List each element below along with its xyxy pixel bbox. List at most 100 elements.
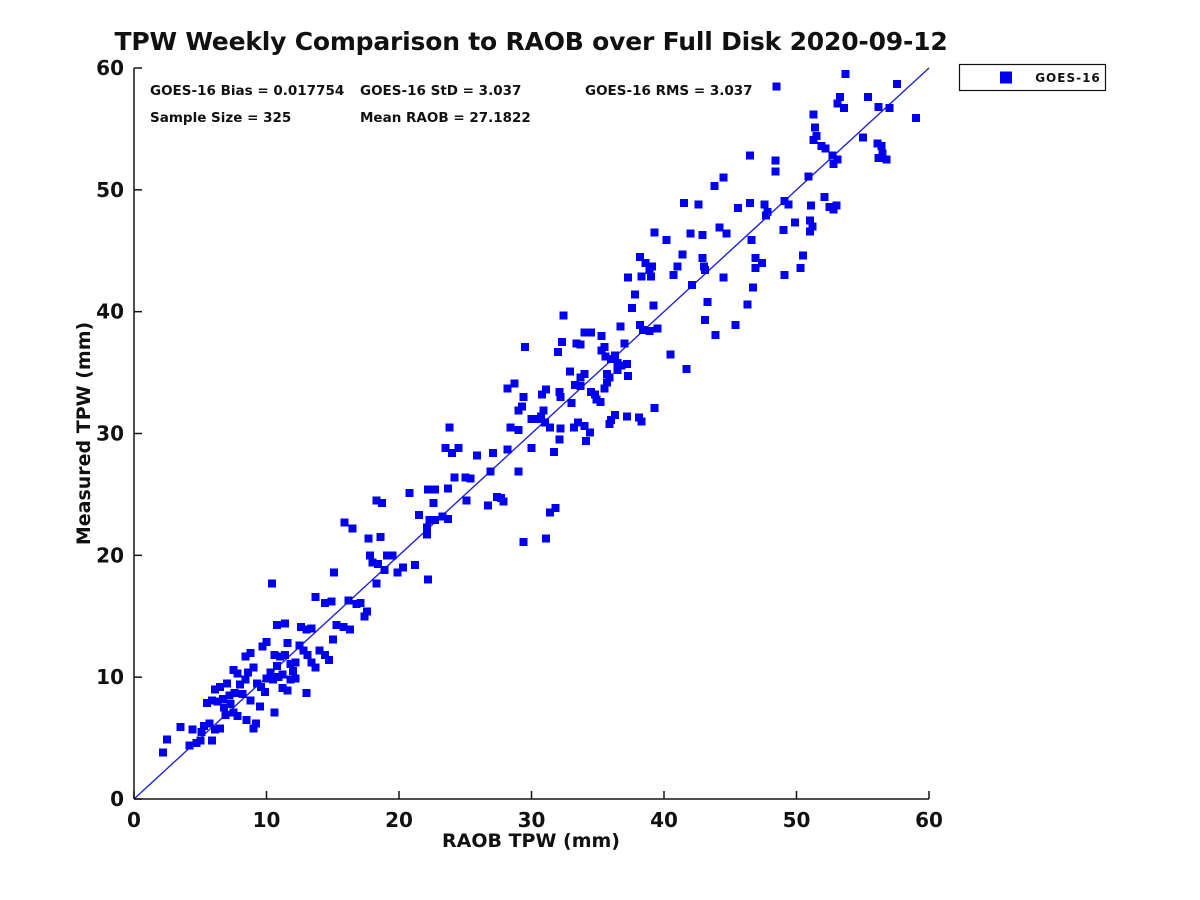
x-tick-label: 20: [385, 808, 413, 832]
scatter-point: [283, 639, 292, 648]
scatter-point: [833, 99, 842, 108]
scatter-point: [555, 388, 564, 397]
scatter-point: [542, 385, 551, 394]
y-tick-label: 0: [110, 787, 124, 811]
scatter-point: [249, 724, 258, 733]
scatter-point: [444, 484, 452, 493]
scatter-point: [628, 304, 637, 312]
scatter-point: [450, 473, 459, 482]
scatter-point: [320, 598, 329, 607]
scatter-point: [233, 669, 242, 678]
scatter-point: [551, 503, 560, 512]
scatter-point: [649, 301, 658, 310]
scatter-point: [425, 516, 434, 524]
scatter-point: [567, 399, 576, 407]
scatter-point: [230, 689, 239, 697]
scatter-point: [249, 663, 258, 672]
scatter-point: [840, 104, 849, 113]
scatter-point: [605, 373, 614, 382]
scatter-point: [527, 414, 536, 423]
scatter-point: [483, 501, 492, 510]
scatter-point: [580, 369, 589, 378]
scatter-point: [542, 534, 551, 543]
scatter-point: [747, 235, 756, 244]
scatter-point: [581, 436, 590, 445]
scatter-point: [311, 663, 320, 672]
scatter-point: [600, 384, 609, 393]
scatter-point: [538, 390, 547, 399]
scatter-point: [536, 412, 545, 421]
scatter-point: [376, 533, 385, 542]
scatter-point: [236, 680, 244, 689]
scatter-point: [622, 412, 631, 421]
scatter-point: [715, 223, 724, 232]
scatter-point: [273, 620, 282, 629]
scatter-point: [368, 558, 377, 567]
scatter-point: [327, 597, 336, 606]
scatter-point: [772, 82, 781, 91]
scatter-point: [751, 263, 760, 272]
scatter-point: [339, 623, 348, 632]
scatter-point: [555, 435, 564, 444]
scatter-point: [722, 229, 731, 238]
scatter-point: [202, 698, 211, 707]
annotation-mean-raob: Mean RAOB = 27.1822: [360, 110, 531, 126]
scatter-point: [630, 290, 639, 299]
scatter-point: [734, 204, 743, 213]
scatter-point: [760, 200, 769, 209]
scatter-point: [546, 508, 554, 517]
scatter-point: [597, 332, 606, 340]
scatter-point: [746, 151, 755, 160]
scatter-point: [320, 651, 329, 660]
scatter-point: [805, 227, 814, 236]
scatter-point: [278, 684, 287, 693]
scatter-point: [346, 625, 354, 634]
scatter-point: [624, 372, 633, 381]
scatter-point: [246, 696, 255, 705]
scatter-point: [565, 367, 574, 376]
scatter-point: [743, 300, 752, 309]
scatter-point: [653, 324, 662, 333]
y-tick-label: 50: [96, 178, 124, 202]
scatter-point: [779, 226, 788, 234]
scatter-point: [410, 561, 419, 570]
scatter-point: [809, 135, 818, 144]
scatter-point: [686, 229, 695, 238]
scatter-point: [601, 352, 610, 361]
scatter-point: [833, 155, 842, 164]
x-axis-label: RAOB TPW (mm): [442, 830, 620, 852]
scatter-point: [311, 592, 320, 601]
scatter-point: [238, 690, 247, 699]
scatter-point: [911, 114, 920, 122]
scatter-point: [257, 682, 266, 691]
scatter-point: [616, 322, 625, 331]
scatter-point: [687, 280, 696, 289]
scatter-point: [360, 612, 369, 621]
scatter-point: [703, 297, 712, 306]
scatter-point: [784, 200, 793, 209]
scatter-point: [811, 123, 819, 132]
legend-marker-square: [1000, 71, 1012, 84]
scatter-point: [666, 350, 675, 359]
scatter-point: [363, 607, 372, 616]
scatter-point: [221, 710, 230, 719]
scatter-point: [559, 311, 568, 320]
scatter-point: [701, 266, 710, 275]
scatter-point: [771, 156, 780, 165]
scatter-point: [303, 651, 312, 660]
scatter-point: [662, 235, 671, 244]
scatter-point: [393, 568, 402, 577]
scatter-point: [731, 321, 740, 330]
scatter-point: [302, 625, 311, 634]
scatter-point: [540, 418, 549, 427]
scatter-point: [486, 467, 495, 476]
scatter-point: [289, 667, 297, 676]
scatter-point: [514, 467, 523, 476]
scatter-point: [307, 658, 316, 667]
scatter-point: [882, 155, 891, 164]
scatter-point: [270, 708, 279, 717]
scatter-point: [424, 575, 433, 584]
scatter-point: [208, 696, 217, 705]
